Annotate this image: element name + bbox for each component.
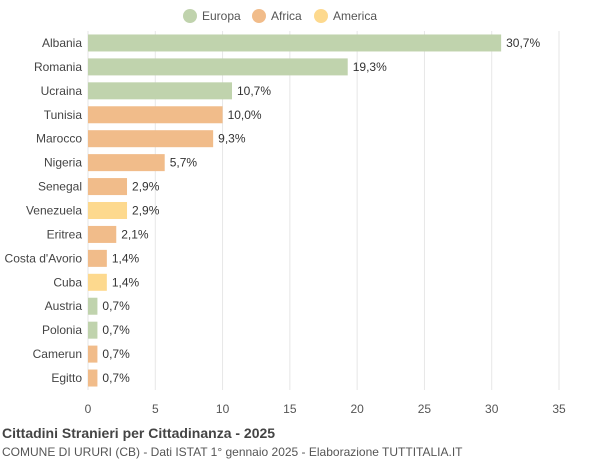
category-label: Camerun: [33, 347, 82, 361]
value-label: 0,7%: [102, 371, 130, 385]
value-label: 0,7%: [102, 323, 130, 337]
bar-egitto: [88, 369, 98, 387]
category-label: Ucraina: [41, 84, 83, 98]
category-label: Cuba: [53, 275, 82, 289]
value-label: 30,7%: [506, 36, 540, 50]
bar-ucraina: [88, 82, 232, 100]
legend-swatch-africa: [252, 9, 266, 23]
value-label: 0,7%: [102, 347, 130, 361]
value-label: 0,7%: [102, 299, 130, 313]
legend-swatch-europa: [183, 9, 197, 23]
legend-label-america: America: [333, 9, 377, 23]
value-label: 10,7%: [237, 84, 271, 98]
bar-senegal: [88, 178, 128, 196]
legend-swatch-america: [314, 9, 328, 23]
x-tick-label: 10: [216, 402, 230, 416]
category-label: Senegal: [38, 180, 82, 194]
chart-title: Cittadini Stranieri per Cittadinanza - 2…: [2, 425, 276, 441]
value-label: 5,7%: [170, 156, 198, 170]
value-label: 1,4%: [112, 251, 140, 265]
x-tick-label: 15: [283, 402, 297, 416]
legend-label-europa: Europa: [202, 9, 241, 23]
x-tick-label: 0: [85, 402, 92, 416]
bar-austria: [88, 297, 98, 315]
bar-camerun: [88, 345, 98, 363]
value-label: 10,0%: [228, 108, 262, 122]
bar-romania: [88, 58, 348, 76]
legend: Europa Africa America: [183, 9, 377, 23]
category-label: Austria: [45, 299, 83, 313]
bar-chart: Europa Africa America Albania 30,7% Romania 1…: [5, 9, 566, 416]
category-label: Costa d'Avorio: [5, 251, 83, 265]
category-label: Marocco: [36, 132, 82, 146]
category-label: Venezuela: [26, 204, 82, 218]
value-label: 2,9%: [132, 180, 160, 194]
value-label: 2,1%: [121, 227, 149, 241]
legend-label-africa: Africa: [271, 9, 302, 23]
bar-albania: [88, 34, 502, 52]
x-tick-label: 35: [552, 402, 566, 416]
value-label: 2,9%: [132, 204, 160, 218]
bars: Albania 30,7% Romania 19,3% Ucraina 10,7% Tuni…: [5, 34, 540, 387]
category-label: Albania: [42, 36, 82, 50]
x-tick-label: 25: [418, 402, 432, 416]
category-label: Tunisia: [44, 108, 83, 122]
category-label: Eritrea: [47, 227, 83, 241]
value-label: 9,3%: [218, 132, 246, 146]
chart-subtitle: COMUNE DI URURI (CB) - Dati ISTAT 1° gen…: [2, 445, 463, 459]
x-tick-label: 30: [485, 402, 499, 416]
bar-marocco: [88, 130, 214, 148]
bar-eritrea: [88, 225, 117, 243]
category-label: Polonia: [42, 323, 82, 337]
bar-polonia: [88, 321, 98, 339]
bar-venezuela: [88, 202, 128, 219]
category-label: Nigeria: [44, 156, 82, 170]
x-tick-label: 20: [350, 402, 364, 416]
bar-tunisia: [88, 106, 223, 124]
value-label: 1,4%: [112, 275, 140, 289]
x-axis: 0 5 10 15 20 25 30 35: [85, 402, 566, 416]
bar-cuba: [88, 273, 107, 291]
category-label: Romania: [34, 60, 82, 74]
category-label: Egitto: [51, 371, 82, 385]
bar-nigeria: [88, 154, 165, 172]
value-label: 19,3%: [353, 60, 387, 74]
bar-costa-d-avorio: [88, 249, 107, 267]
x-tick-label: 5: [152, 402, 159, 416]
